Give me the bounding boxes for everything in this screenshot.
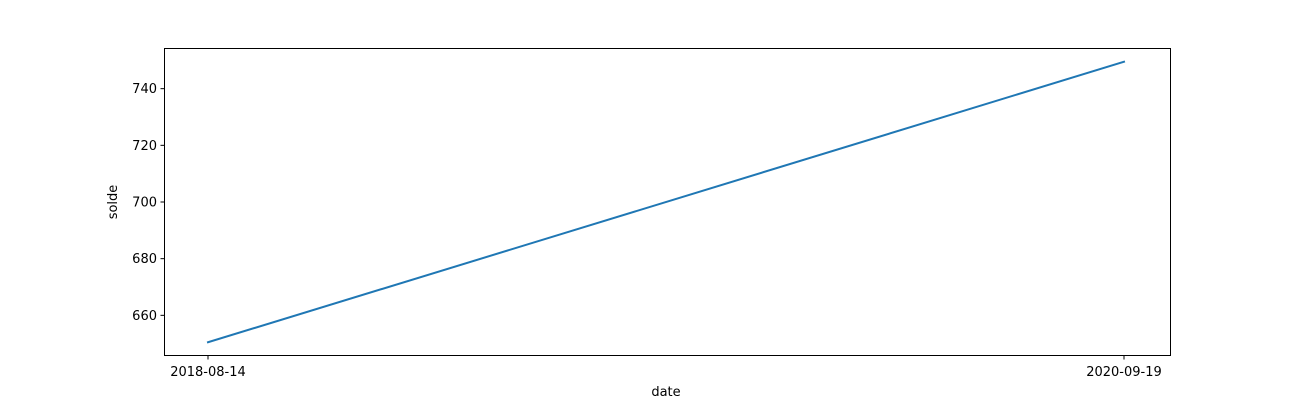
y-tick-label: 740 <box>132 82 157 97</box>
y-axis-label: solde <box>106 185 121 220</box>
y-tick-label: 660 <box>132 309 157 324</box>
y-tick-label: 720 <box>132 139 157 154</box>
series-layer <box>206 60 1126 344</box>
x-tick-label: 2020-09-19 <box>1086 365 1162 380</box>
series-line <box>206 60 1126 344</box>
x-tick-label: 2018-08-14 <box>170 365 246 380</box>
x-axis-ticks: 2018-08-14 2020-09-19 <box>170 355 1162 380</box>
y-tick-label: 680 <box>132 252 157 267</box>
y-axis-ticks: 660 680 700 720 740 <box>132 82 165 324</box>
plot-frame <box>164 48 1171 356</box>
x-axis-label: date <box>651 385 680 400</box>
y-tick-label: 700 <box>132 196 157 211</box>
